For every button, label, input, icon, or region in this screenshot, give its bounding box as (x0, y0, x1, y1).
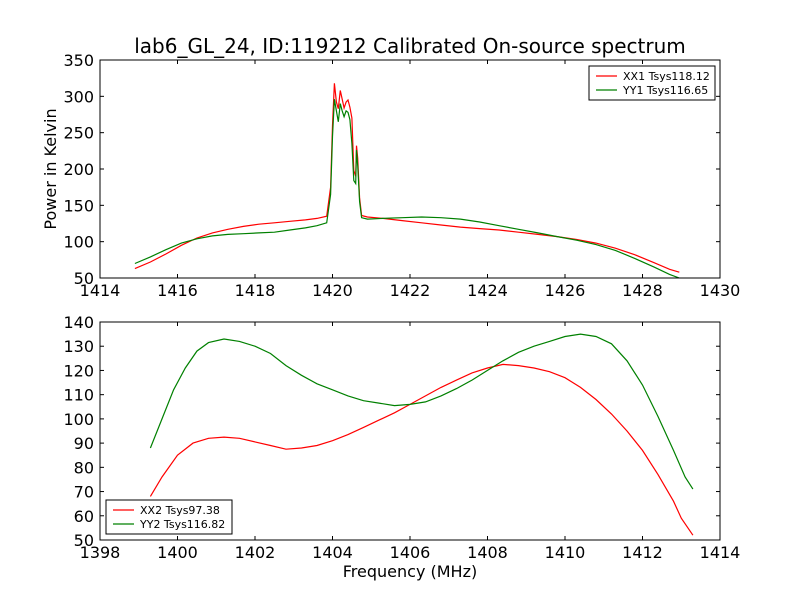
series-line-xx2 (149, 363, 694, 536)
y-tick-label: 60 (74, 507, 94, 526)
x-tick-label: 1422 (390, 281, 431, 300)
x-tick-label: 1398 (80, 543, 121, 562)
legend-box (588, 65, 716, 101)
y-axis-label: Power in Kelvin (41, 108, 60, 229)
x-tick-label: 1400 (157, 543, 198, 562)
y-tick-label: 140 (63, 313, 94, 332)
chart-title: lab6_GL_24, ID:119212 Calibrated On-sour… (134, 34, 686, 58)
series-line-xx1 (134, 83, 680, 273)
series-line-yy2 (149, 333, 694, 490)
y-tick-label: 110 (63, 386, 94, 405)
x-tick-label: 1428 (622, 281, 663, 300)
x-tick-label: 1414 (700, 543, 741, 562)
series-line-yy1 (134, 99, 680, 278)
y-tick-label: 80 (74, 458, 94, 477)
x-tick-label: 1412 (622, 543, 663, 562)
y-tick-label: 300 (63, 87, 94, 106)
x-tick-label: 1402 (235, 543, 276, 562)
x-tick-label: 1410 (545, 543, 586, 562)
y-tick-label: 250 (63, 124, 94, 143)
x-tick-label: 1408 (467, 543, 508, 562)
legend-box (105, 499, 233, 535)
x-tick-label: 1406 (390, 543, 431, 562)
y-tick-label: 70 (74, 483, 94, 502)
x-tick-label: 1416 (157, 281, 198, 300)
y-tick-label: 120 (63, 361, 94, 380)
legend-label: YY1 Tsys116.65 (622, 84, 708, 97)
y-tick-label: 200 (63, 160, 94, 179)
y-tick-label: 350 (63, 51, 94, 70)
x-tick-label: 1424 (467, 281, 508, 300)
legend-label: XX2 Tsys97.38 (140, 504, 220, 517)
y-tick-label: 100 (63, 410, 94, 429)
legend-label: XX1 Tsys118.12 (623, 70, 710, 83)
y-tick-label: 150 (63, 196, 94, 215)
y-tick-label: 130 (63, 337, 94, 356)
y-tick-label: 100 (63, 233, 94, 252)
legend-label: YY2 Tsys116.82 (139, 518, 225, 531)
y-tick-label: 50 (74, 269, 94, 288)
y-tick-label: 50 (74, 531, 94, 550)
x-tick-label: 1418 (235, 281, 276, 300)
x-tick-label: 1404 (312, 543, 353, 562)
x-tick-label: 1430 (700, 281, 741, 300)
x-tick-label: 1414 (80, 281, 121, 300)
bottom-panel: 1398 1400 1402 1404 1406 1408 1410 1412 1414 50 60… (63, 313, 740, 581)
x-axis-label: Frequency (MHz) (343, 562, 477, 581)
top-panel: 1414 1416 1418 1420 1422 1424 1426 1428 1430 50 10… (41, 51, 740, 300)
x-tick-label: 1420 (312, 281, 353, 300)
y-tick-label: 90 (74, 434, 94, 453)
x-tick-label: 1426 (545, 281, 586, 300)
